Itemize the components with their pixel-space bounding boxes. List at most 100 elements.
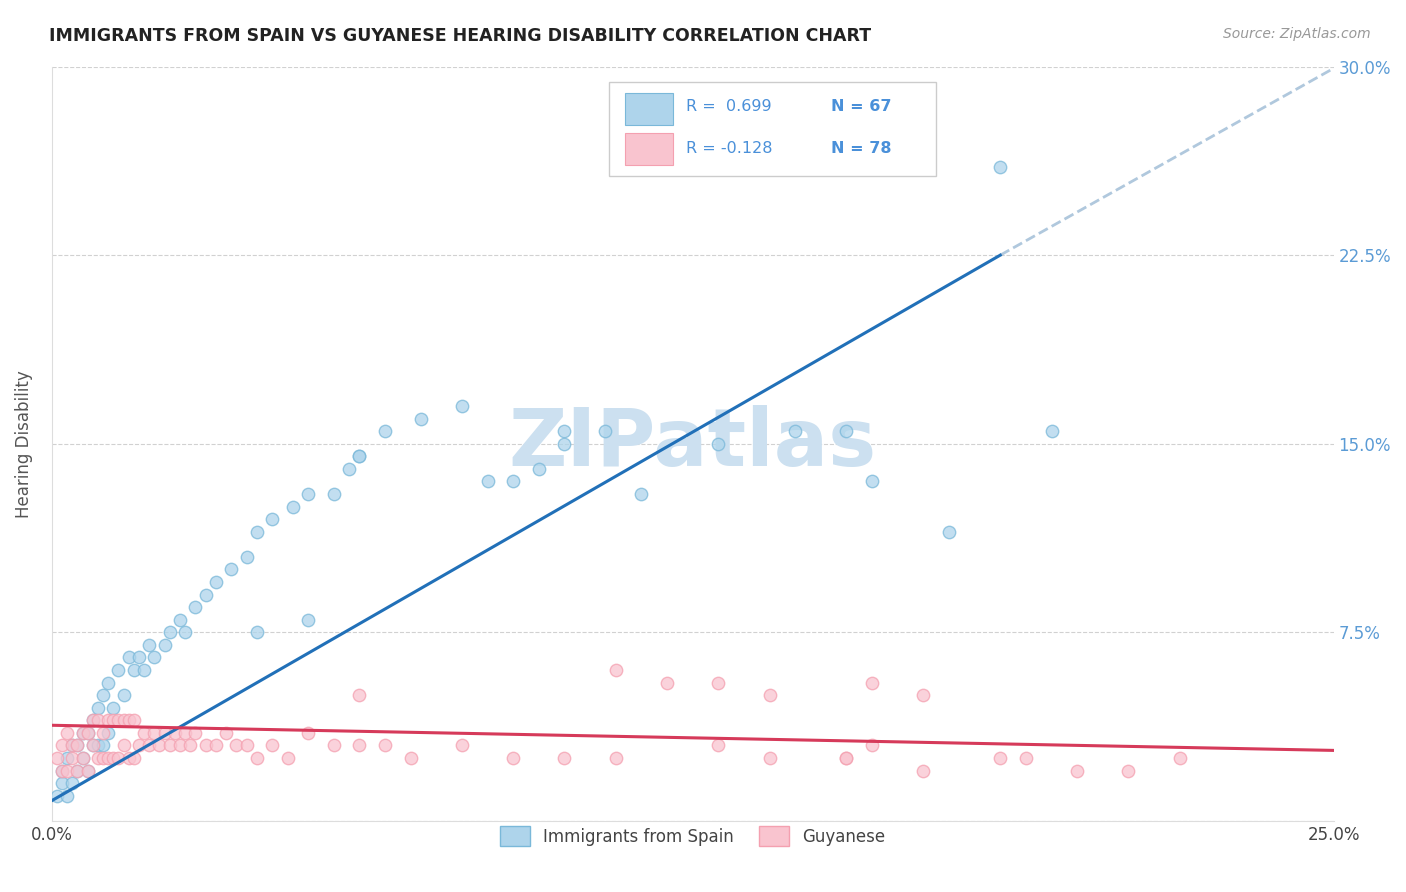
Point	[235, 739, 257, 753]
Point	[91, 726, 114, 740]
Point	[60, 739, 83, 753]
Point	[159, 739, 181, 753]
Point	[758, 751, 780, 765]
Point	[97, 713, 120, 727]
Point	[707, 675, 730, 690]
Point	[374, 739, 396, 753]
Point	[194, 588, 217, 602]
Point	[860, 739, 883, 753]
Point	[225, 739, 247, 753]
Point	[66, 739, 89, 753]
Point	[169, 739, 191, 753]
Point	[184, 600, 207, 615]
Point	[72, 726, 94, 740]
Point	[45, 789, 67, 803]
Point	[399, 751, 422, 765]
Point	[655, 675, 678, 690]
Point	[56, 726, 79, 740]
Point	[262, 739, 284, 753]
Point	[91, 751, 114, 765]
Point	[60, 739, 83, 753]
Point	[349, 450, 371, 464]
Point	[122, 751, 145, 765]
Point	[103, 700, 125, 714]
Point	[595, 424, 617, 438]
Point	[262, 512, 284, 526]
Point	[204, 739, 226, 753]
Point	[76, 726, 98, 740]
Point	[502, 475, 524, 489]
Point	[56, 751, 79, 765]
Point	[553, 436, 575, 450]
Point	[76, 764, 98, 778]
Point	[56, 764, 79, 778]
Point	[87, 700, 110, 714]
Point	[103, 713, 125, 727]
Point	[143, 726, 166, 740]
Point	[297, 613, 319, 627]
Point	[912, 764, 935, 778]
Point	[107, 663, 129, 677]
FancyBboxPatch shape	[624, 93, 673, 125]
Point	[1118, 764, 1140, 778]
Point	[91, 739, 114, 753]
Point	[605, 751, 627, 765]
Point	[51, 764, 73, 778]
Point	[235, 549, 257, 564]
Point	[1168, 751, 1191, 765]
Text: R = -0.128: R = -0.128	[686, 141, 773, 155]
Point	[860, 675, 883, 690]
Point	[707, 739, 730, 753]
Legend: Immigrants from Spain, Guyanese: Immigrants from Spain, Guyanese	[492, 818, 894, 854]
Point	[194, 739, 217, 753]
Text: IMMIGRANTS FROM SPAIN VS GUYANESE HEARING DISABILITY CORRELATION CHART: IMMIGRANTS FROM SPAIN VS GUYANESE HEARIN…	[49, 27, 872, 45]
Text: N = 67: N = 67	[831, 99, 891, 114]
Point	[451, 739, 474, 753]
Point	[153, 638, 176, 652]
Point	[128, 650, 150, 665]
Point	[82, 713, 104, 727]
Point	[502, 751, 524, 765]
Point	[349, 450, 371, 464]
Point	[107, 713, 129, 727]
Point	[297, 726, 319, 740]
Point	[138, 638, 160, 652]
Point	[72, 751, 94, 765]
Point	[215, 726, 238, 740]
Point	[66, 764, 89, 778]
Point	[163, 726, 186, 740]
Point	[707, 436, 730, 450]
Point	[112, 739, 135, 753]
Y-axis label: Hearing Disability: Hearing Disability	[15, 370, 32, 517]
Point	[451, 399, 474, 413]
Point	[118, 713, 141, 727]
Point	[184, 726, 207, 740]
Point	[66, 739, 89, 753]
Point	[97, 751, 120, 765]
Point	[409, 411, 432, 425]
Point	[630, 487, 652, 501]
Point	[118, 650, 141, 665]
Point	[349, 688, 371, 702]
Point	[118, 751, 141, 765]
Point	[51, 739, 73, 753]
Point	[349, 739, 371, 753]
Point	[1015, 751, 1038, 765]
Point	[107, 751, 129, 765]
Point	[169, 613, 191, 627]
Point	[87, 713, 110, 727]
Point	[128, 739, 150, 753]
Point	[148, 739, 170, 753]
Text: N = 78: N = 78	[831, 141, 891, 155]
Point	[112, 713, 135, 727]
Point	[76, 726, 98, 740]
Point	[527, 462, 550, 476]
Point	[174, 726, 197, 740]
Point	[297, 487, 319, 501]
Point	[246, 524, 269, 539]
Text: ZIPatlas: ZIPatlas	[509, 405, 877, 483]
Point	[1066, 764, 1088, 778]
Point	[938, 524, 960, 539]
Point	[835, 751, 858, 765]
Point	[322, 739, 344, 753]
